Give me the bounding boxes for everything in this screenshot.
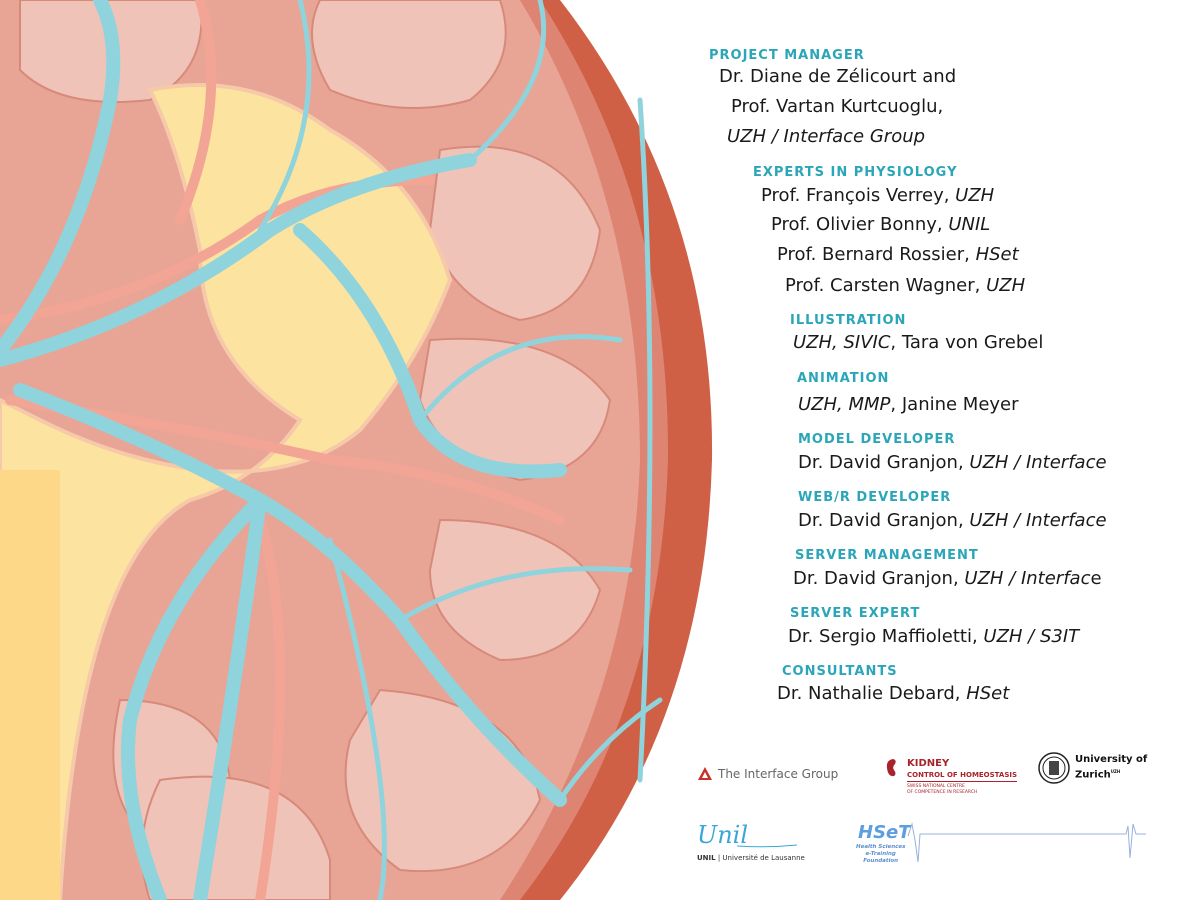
credit-line: Prof. Olivier Bonny, UNIL <box>771 214 991 235</box>
heading-server-expert: SERVER EXPERT <box>790 606 921 621</box>
credit-line: Dr. Diane de Zélicourt and <box>719 66 957 87</box>
heading-project-manager: PROJECT MANAGER <box>709 48 865 63</box>
heading-animation: ANIMATION <box>797 371 890 386</box>
heading-illustration: ILLUSTRATION <box>790 313 907 328</box>
logo-text: Health Sciences e-Training Foundation <box>856 844 906 864</box>
blood-vessels <box>0 0 663 900</box>
kidney-icon <box>886 759 896 777</box>
credit-line: Prof. Vartan Kurtcuoglu, <box>731 96 944 117</box>
credit-line: Dr. David Granjon, UZH / Interface <box>798 510 1107 531</box>
interface-group-logo: The Interface Group <box>697 766 838 782</box>
logo-text: University of ZurichUZH <box>1075 754 1148 781</box>
heading-server-management: SERVER MANAGEMENT <box>795 548 979 563</box>
credit-line: UZH / Interface Group <box>727 126 926 147</box>
renal-pelvis <box>0 83 453 900</box>
credit-line: Dr. David Granjon, UZH / Interface <box>798 452 1107 473</box>
logo-text: Unil <box>697 821 749 849</box>
heading-web-developer: WEB/R DEVELOPER <box>798 490 952 505</box>
credit-line: Prof. François Verrey, UZH <box>761 185 995 206</box>
heading-consultants: CONSULTANTS <box>782 664 898 679</box>
heading-model-developer: MODEL DEVELOPER <box>798 432 956 447</box>
kidney-illustration <box>0 0 713 900</box>
logo-text: The Interface Group <box>718 767 839 781</box>
credit-line: Prof. Carsten Wagner, UZH <box>785 275 1026 296</box>
hset-logo: HSeT Health Sciences e-Training Foundation <box>856 822 1148 868</box>
unil-swash-icon <box>737 844 797 848</box>
logo-text: UNIL | Université de Lausanne <box>697 854 805 862</box>
credit-line: Prof. Bernard Rossier, HSet <box>777 244 1019 265</box>
ecg-line-icon <box>907 822 1146 863</box>
logo-text: CONTROL OF HOMEOSTASIS <box>907 771 1018 782</box>
uzh-seal-icon <box>1038 752 1070 784</box>
unil-logo: Unil UNIL | Université de Lausanne <box>697 822 805 862</box>
interface-triangle-icon <box>698 767 712 780</box>
credit-line: Dr. David Granjon, UZH / Interface <box>793 568 1102 589</box>
logo-text: HSeT <box>858 822 911 843</box>
heading-experts: EXPERTS IN PHYSIOLOGY <box>753 165 958 180</box>
logo-text: SWISS NATIONAL CENTRE OF COMPETENCE IN RE… <box>907 784 978 795</box>
uzh-logo: University of ZurichUZH <box>1038 752 1147 784</box>
credit-line: UZH, SIVIC, Tara von Grebel <box>793 332 1044 353</box>
logo-text: KIDNEY <box>907 758 950 769</box>
credit-line: Dr. Sergio Maffioletti, UZH / S3IT <box>788 626 1080 647</box>
credit-line: UZH, MMP, Janine Meyer <box>798 394 1019 415</box>
credit-line: Dr. Nathalie Debard, HSet <box>777 683 1010 704</box>
